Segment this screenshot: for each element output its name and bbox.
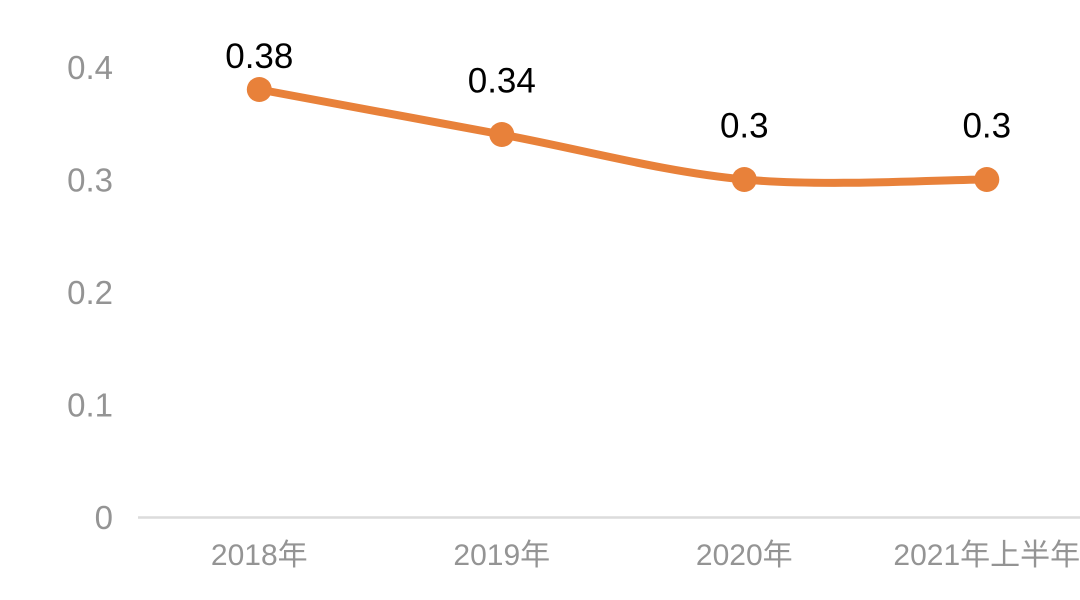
y-axis-tick-label: 0.2 <box>67 274 113 311</box>
x-axis-category-label: 2018年 <box>211 539 308 572</box>
data-point-marker <box>489 122 515 147</box>
x-axis-category-label: 2019年 <box>453 539 550 572</box>
y-axis-tick-label: 0.4 <box>67 49 113 86</box>
x-axis-category-label: 2020年 <box>696 539 793 572</box>
data-point-label: 0.3 <box>720 107 769 146</box>
line-chart: 0.4 0.3 0.2 0.1 0 2018年 2019年 2020年 2021年上半年 0.38… <box>40 16 1080 584</box>
chart-canvas: 0.4 0.3 0.2 0.1 0 2018年 2019年 2020年 2021年上半年 0.38… <box>67 37 1080 572</box>
y-axis-tick-label: 0.1 <box>67 387 113 424</box>
data-point-label: 0.3 <box>962 107 1011 146</box>
series-line <box>255 85 991 187</box>
data-point-label: 0.38 <box>225 37 293 76</box>
data-point-marker <box>246 77 272 102</box>
y-axis-tick-label: 0 <box>95 499 113 536</box>
data-point-marker <box>731 167 757 192</box>
data-point-marker <box>974 167 1000 192</box>
y-axis-tick-label: 0.3 <box>67 162 113 199</box>
x-axis-category-label: 2021年上半年 <box>893 539 1080 572</box>
data-point-label: 0.34 <box>468 62 536 101</box>
